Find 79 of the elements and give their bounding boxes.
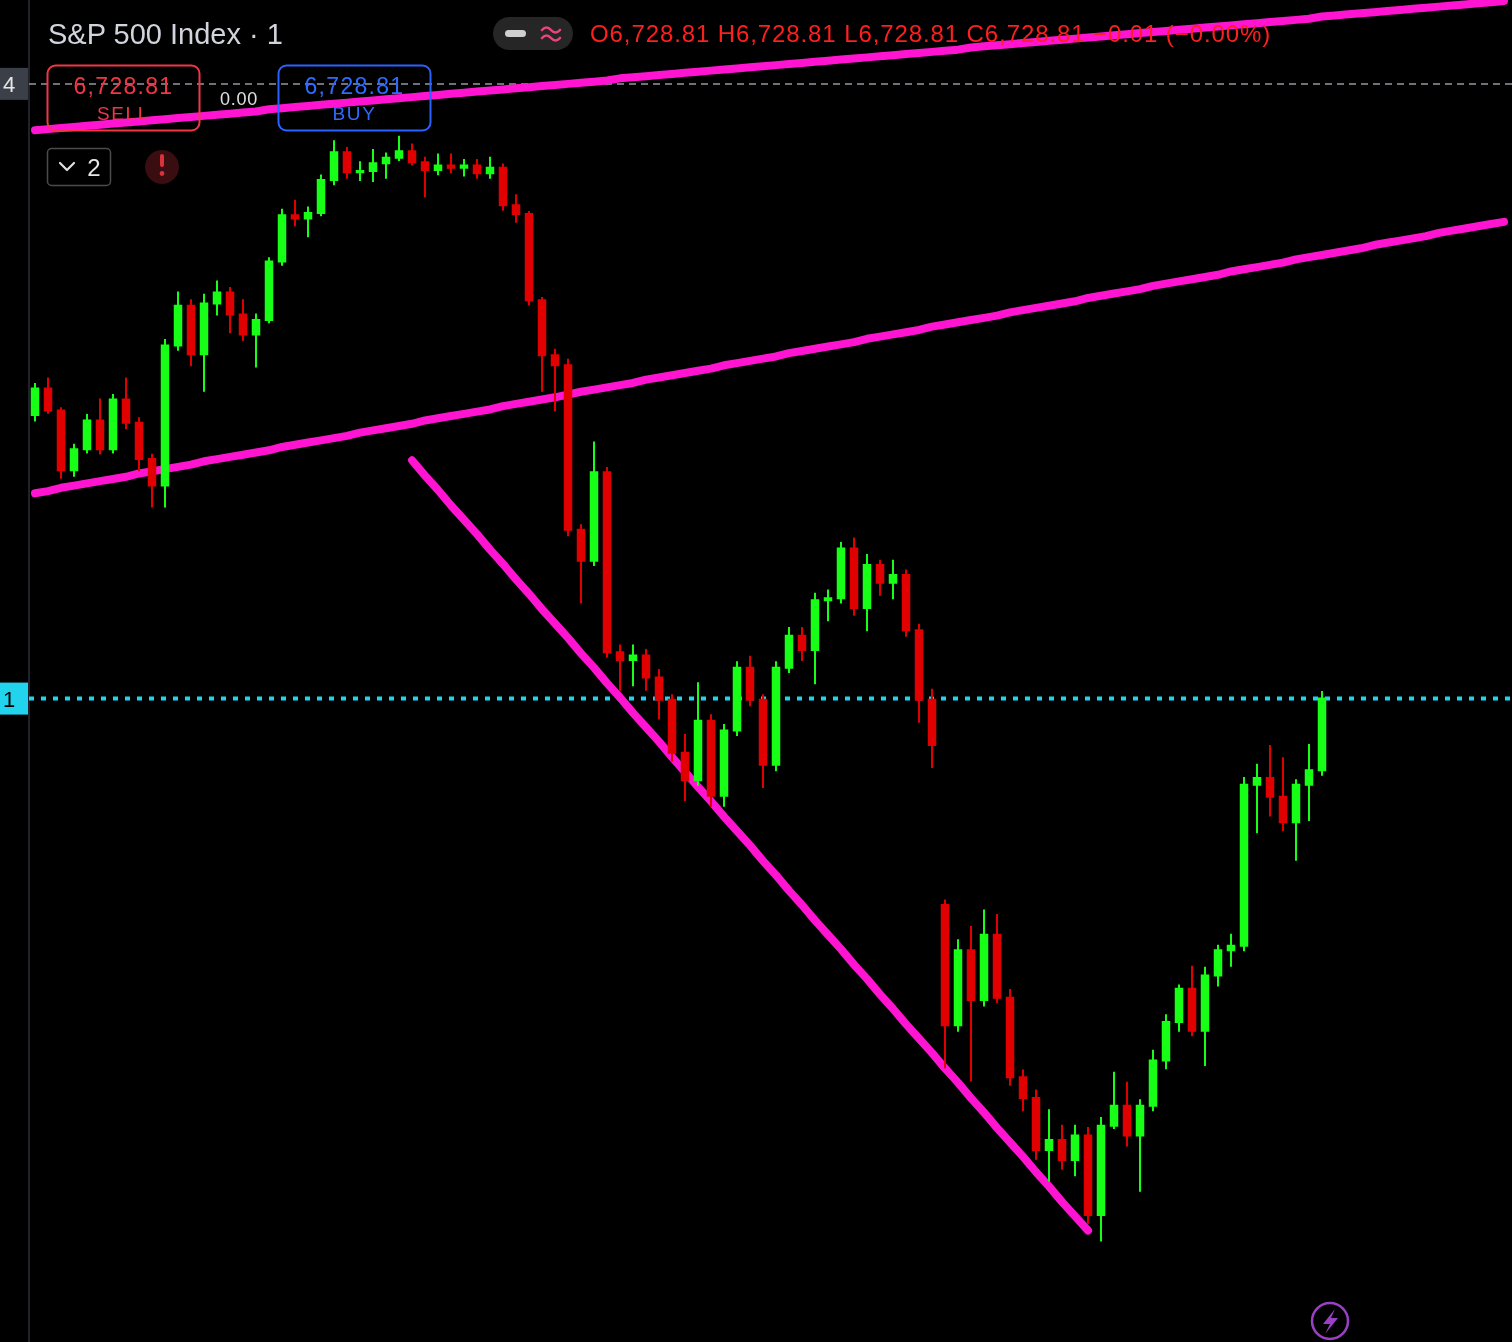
candlestick [1135,1099,1145,1192]
candlestick [641,649,651,691]
candlestick [810,592,820,685]
annotation: 2 [87,154,101,181]
candlestick [329,140,339,186]
candlestick [914,623,924,723]
candlestick [511,194,521,223]
candlestick [797,626,807,661]
candlestick [1265,745,1275,817]
candlestick [1226,933,1236,967]
candlestick [758,694,768,788]
candlestick [589,441,599,567]
text: 4 [3,71,16,97]
candlestick [1213,944,1223,987]
candlestick [199,293,209,392]
candlestick [745,655,755,707]
candlestick [368,149,378,182]
candlestick [680,734,690,802]
candlestick [1122,1081,1132,1147]
candlestick [342,146,352,179]
candlestick [1109,1071,1119,1129]
candlestick [1291,779,1301,861]
annotation: SELL [97,103,150,124]
candlestick [888,559,898,600]
candlestick [537,296,547,392]
candlestick [420,156,430,198]
candlestick [1252,763,1262,834]
candlestick [1057,1124,1067,1170]
annotation: BUY [332,103,377,124]
annotation: 0.00 [219,89,259,109]
candlestick [862,554,872,632]
candlestick [173,291,183,351]
candlestick [459,159,469,177]
candlestick [1161,1014,1171,1070]
candlestick [355,161,365,181]
candlestick [1018,1069,1028,1112]
candlestick [1304,743,1314,821]
annotation: 6,728.81 [73,73,174,99]
candlestick [1044,1109,1054,1182]
candlestick [472,159,482,179]
candlestick [654,668,664,720]
candlestick [615,644,625,691]
candlestick [290,199,300,227]
candlestick [95,398,105,455]
candlestick [823,589,833,622]
text: S&P 500 Index · 1 [48,18,283,50]
annotation: 6,728.81 [304,73,405,99]
candlestick [212,280,222,316]
candlestick [69,443,79,477]
candlestick [82,413,92,454]
candlestick [784,626,794,674]
candlestick [433,153,443,176]
candlestick [1278,757,1288,831]
candlestick [628,644,638,687]
candlestick [1070,1124,1080,1177]
candlestick [875,559,885,596]
candlestick [576,524,586,604]
candlestick [550,348,560,412]
candlestick [966,926,976,1082]
candlestick [394,135,404,162]
candlestick [446,153,456,174]
candlestick [927,688,937,769]
candlestick [147,453,157,508]
candlestick [43,377,53,414]
candlestick [251,313,261,368]
candlestick [30,383,40,422]
candlestick [381,152,391,179]
candlestick [238,299,248,341]
candlestick [225,287,235,334]
candlestick [134,417,144,472]
candlestick [1187,965,1197,1037]
candlestick [121,377,131,430]
candlestick [485,156,495,179]
text: 1 [3,686,16,712]
candlestick [979,909,989,1007]
candlestick [303,206,313,238]
candlestick [1200,966,1210,1066]
candlestick [407,143,417,166]
candlestick [693,682,703,786]
